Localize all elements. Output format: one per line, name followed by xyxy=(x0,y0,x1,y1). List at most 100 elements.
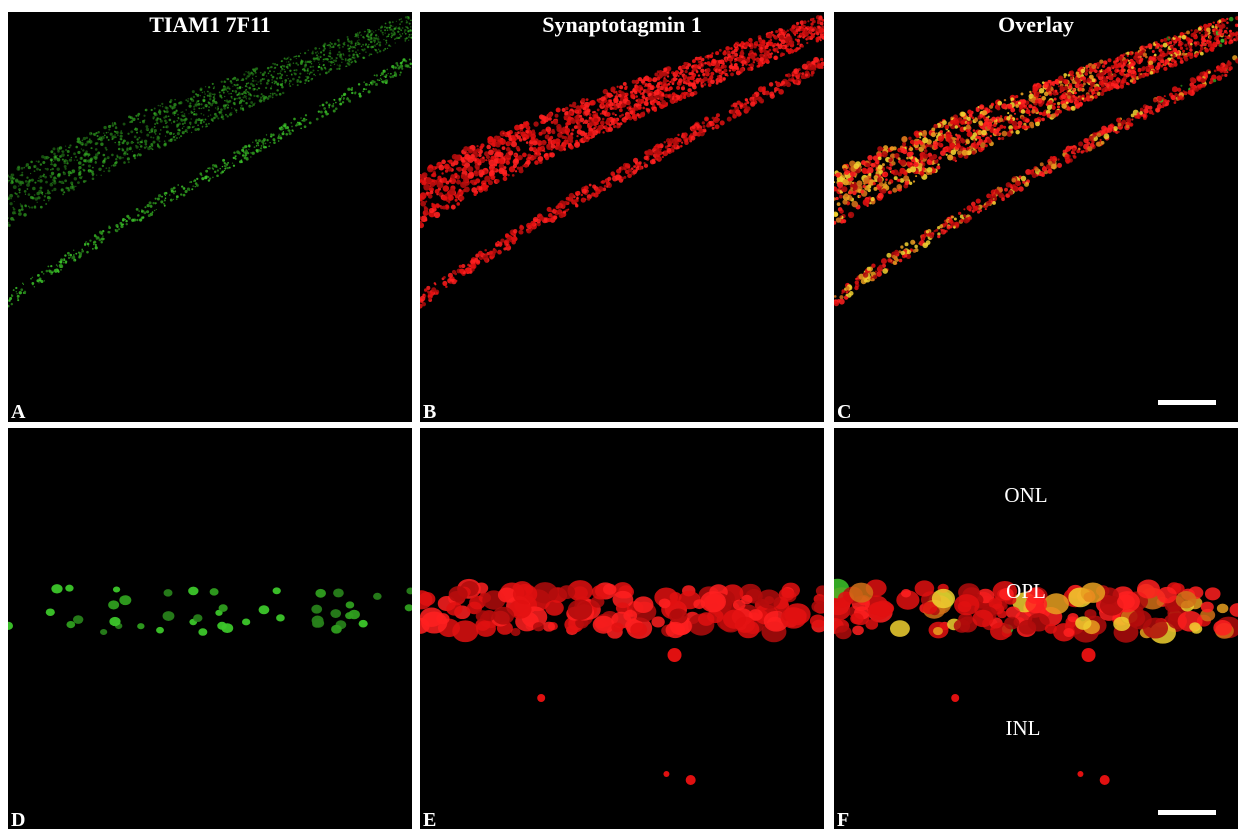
puncta xyxy=(369,32,370,33)
puncta xyxy=(45,193,46,194)
puncta xyxy=(73,254,75,256)
puncta xyxy=(135,127,136,128)
puncta xyxy=(548,131,551,134)
puncta xyxy=(21,174,24,177)
puncta xyxy=(157,123,158,124)
puncta xyxy=(342,101,344,103)
puncta xyxy=(121,148,123,150)
puncta xyxy=(602,131,604,133)
puncta xyxy=(370,82,372,84)
puncta xyxy=(169,132,172,135)
puncta xyxy=(891,161,895,165)
puncta xyxy=(545,156,549,160)
puncta xyxy=(976,108,980,112)
puncta xyxy=(704,83,707,86)
puncta xyxy=(894,176,898,180)
puncta xyxy=(347,40,349,42)
puncta xyxy=(23,167,25,169)
puncta xyxy=(207,168,208,169)
puncta xyxy=(152,202,154,204)
puncta xyxy=(269,70,271,72)
puncta xyxy=(350,46,352,48)
puncta xyxy=(882,163,885,166)
puncta xyxy=(373,31,374,32)
puncta xyxy=(235,109,237,111)
puncta xyxy=(459,265,462,268)
puncta xyxy=(365,44,367,46)
puncta xyxy=(312,69,314,71)
puncta xyxy=(790,49,794,53)
puncta xyxy=(39,187,42,190)
puncta xyxy=(355,51,357,53)
puncta xyxy=(149,201,152,204)
puncta xyxy=(473,193,476,196)
puncta xyxy=(1180,57,1183,60)
puncta xyxy=(447,160,449,162)
puncta xyxy=(296,58,297,59)
puncta xyxy=(395,38,397,40)
puncta xyxy=(179,101,182,104)
puncta xyxy=(699,67,701,69)
puncta xyxy=(400,72,402,74)
puncta xyxy=(642,107,645,110)
puncta xyxy=(210,114,212,116)
puncta xyxy=(680,69,684,73)
puncta xyxy=(154,129,157,132)
puncta xyxy=(212,83,214,85)
puncta xyxy=(575,204,578,207)
puncta xyxy=(224,86,226,88)
puncta xyxy=(551,144,556,149)
puncta xyxy=(234,108,235,109)
puncta xyxy=(57,155,58,156)
puncta xyxy=(514,154,516,156)
puncta xyxy=(362,44,364,46)
puncta xyxy=(148,214,151,217)
puncta xyxy=(795,80,798,83)
puncta xyxy=(463,146,468,151)
puncta xyxy=(396,21,397,22)
puncta xyxy=(242,154,244,156)
puncta xyxy=(355,44,357,46)
puncta xyxy=(741,60,746,65)
puncta xyxy=(641,79,645,83)
puncta xyxy=(221,114,222,115)
puncta xyxy=(785,74,788,77)
puncta xyxy=(408,40,409,41)
puncta xyxy=(395,62,398,65)
puncta xyxy=(500,245,502,247)
puncta xyxy=(668,67,671,70)
puncta xyxy=(131,219,134,222)
puncta xyxy=(263,145,265,147)
puncta xyxy=(768,55,770,57)
puncta xyxy=(190,97,193,100)
puncta xyxy=(554,209,557,212)
puncta xyxy=(451,205,456,210)
puncta xyxy=(231,98,232,99)
puncta xyxy=(807,20,809,22)
puncta xyxy=(287,129,289,131)
puncta xyxy=(215,115,218,118)
puncta xyxy=(138,137,140,139)
puncta xyxy=(150,129,153,132)
puncta xyxy=(401,18,402,19)
puncta xyxy=(362,57,364,59)
puncta xyxy=(102,165,104,167)
puncta xyxy=(1016,118,1019,121)
puncta xyxy=(141,139,143,141)
puncta xyxy=(272,138,275,141)
puncta xyxy=(316,54,318,56)
puncta xyxy=(65,261,67,263)
puncta xyxy=(873,182,876,185)
puncta xyxy=(163,126,165,128)
puncta xyxy=(252,73,255,76)
puncta xyxy=(712,127,715,130)
puncta xyxy=(1224,42,1227,45)
puncta xyxy=(336,68,338,70)
puncta xyxy=(291,126,293,128)
puncta xyxy=(655,147,657,149)
puncta xyxy=(392,30,394,32)
puncta xyxy=(221,81,223,83)
puncta xyxy=(389,27,391,29)
puncta xyxy=(488,180,493,185)
puncta xyxy=(580,131,586,137)
